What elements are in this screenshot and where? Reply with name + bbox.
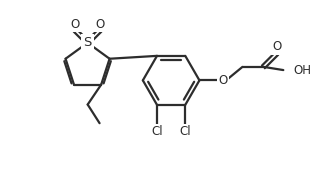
Text: Cl: Cl <box>180 125 191 138</box>
Text: O: O <box>70 18 80 31</box>
Text: Cl: Cl <box>151 125 163 138</box>
Text: OH: OH <box>294 64 312 76</box>
Text: S: S <box>83 36 92 49</box>
Text: O: O <box>272 40 282 53</box>
Text: O: O <box>96 18 105 31</box>
Text: O: O <box>218 74 227 87</box>
